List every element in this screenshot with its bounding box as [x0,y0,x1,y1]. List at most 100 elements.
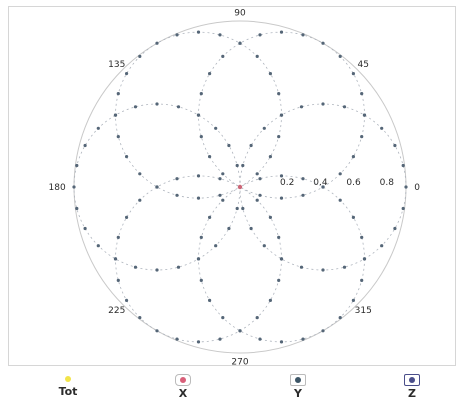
legend-marker-x [180,377,186,383]
rosette-point [133,265,138,269]
rosette-point [176,105,181,109]
rosette-point [221,198,225,202]
rosette-point [360,235,364,239]
data-point-y [255,54,259,59]
rosette-point [360,278,364,282]
legend-swatch-x [175,374,191,386]
rosette-point [75,163,79,168]
data-point-z [255,198,259,202]
rosette-point [208,72,212,76]
origin-point [237,184,243,190]
legend-marker-y [295,377,301,383]
rosette-point [258,193,262,197]
rosette-point [338,198,342,202]
legend-marker-tot [65,376,71,382]
data-point-x [241,206,245,211]
data-point-y [218,193,222,197]
rosette-point [235,206,239,211]
rosette-point [258,33,262,37]
rosette-point [155,268,159,272]
rosette-point [338,316,342,320]
rosette-point [301,33,305,37]
rosette-point [227,226,231,231]
data-point-x [241,163,245,168]
data-point-z [116,235,120,239]
legend-label-tot: Tot [58,385,78,398]
rosette-point [279,340,284,344]
data-point-y [138,54,142,59]
legend-label-x: X [178,387,188,400]
rosette-point [338,172,342,176]
rosette-point [301,193,305,197]
data-point-y [279,113,284,117]
rosette-point [199,92,203,96]
angle-label-270: 270 [231,357,248,365]
rosette-point [258,177,262,181]
rosette-point [279,174,284,178]
rosette-point [176,265,181,269]
data-point-x [299,105,304,109]
rosette-point [214,244,218,248]
rosette-point [351,298,355,302]
data-point-y [196,30,201,34]
legend-item-y[interactable]: Y [268,372,328,400]
rosette-point [83,143,87,148]
angle-label-135: 135 [108,60,125,70]
legend-item-tot[interactable]: Tot [38,372,98,398]
rosette-point [362,113,367,117]
rosette-point [113,113,118,117]
plot-frame: 0 45 90 135 180 225 270 315 0.2 0.4 0.6 0.8 [8,6,456,366]
data-point-x [262,244,266,248]
data-point-z [175,177,179,181]
data-point-y [175,33,179,37]
rosette-point [199,278,203,282]
data-point-z [255,316,259,320]
data-point-z [218,177,222,181]
data-point-x [342,265,347,269]
data-point-x [380,126,384,130]
data-point-z [155,185,159,189]
rosette-point [227,143,231,148]
rosette-point [301,177,305,181]
data-point-y [125,155,129,159]
rosette-point [351,155,355,159]
data-point-y [268,72,272,76]
angle-label-315: 315 [355,306,372,316]
rosette-point [155,102,159,106]
legend-label-z: Z [408,387,416,400]
data-point-x [401,206,405,211]
rosette-point [113,257,118,261]
rosette-point [196,257,201,261]
rosette-point [83,226,87,231]
legend-item-z[interactable]: Z [382,372,442,400]
data-point-z [268,215,272,219]
rosette-point [208,155,212,159]
legend-swatch-z [404,374,420,386]
data-point-x [249,226,253,231]
data-point-y [277,92,281,96]
rosette-point [360,135,364,139]
rosette-point [321,41,325,45]
rosette-point [321,185,325,189]
data-point-y [116,135,120,139]
rosette-point [235,163,239,168]
rosette-point [208,298,212,302]
data-point-y [116,92,120,96]
data-point-y [218,33,222,37]
data-point-x [321,268,325,272]
data-point-y [155,41,159,45]
data-point-x [299,265,304,269]
rosette-point [258,337,262,341]
rosette-point [133,105,138,109]
data-point-x [262,126,266,130]
data-point-x [380,244,384,248]
data-point-z [268,298,272,302]
rosette-point [75,206,79,211]
angle-label-180: 180 [49,183,66,193]
angle-label-90: 90 [234,9,246,19]
data-point-x [404,185,408,189]
legend-item-x[interactable]: X [153,372,213,400]
data-point-z [218,337,222,341]
data-point-z [138,316,142,320]
rosette-point [360,92,364,96]
